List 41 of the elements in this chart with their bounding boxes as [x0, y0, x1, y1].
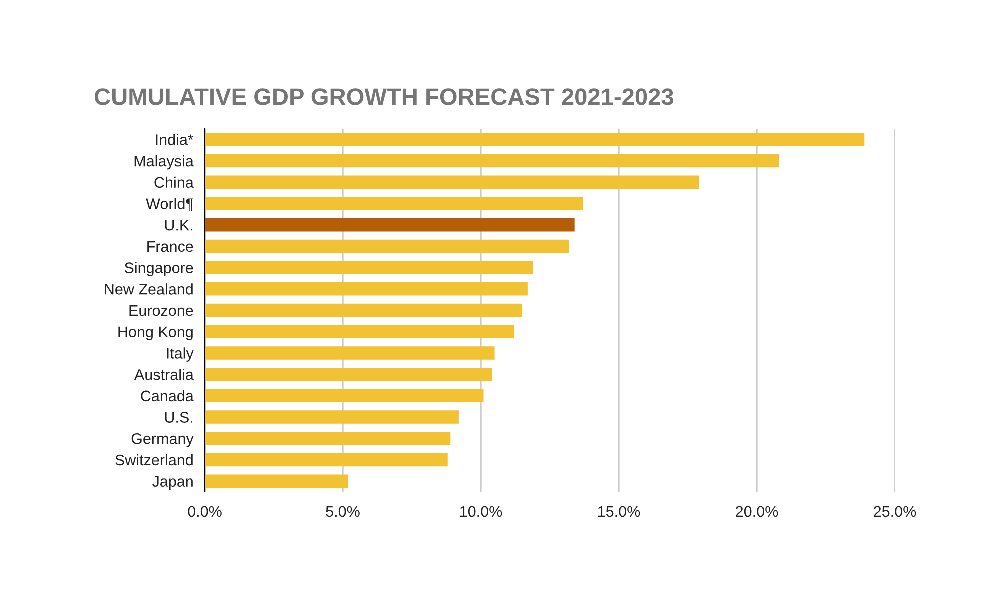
bar: [205, 218, 575, 232]
y-tick-label: Eurozone: [130, 306, 194, 316]
chart-title: CUMULATIVE GDP GROWTH FORECAST 2021-2023: [94, 88, 674, 106]
x-tick-label: 10.0%: [460, 506, 502, 518]
y-tick-label: Germany: [132, 433, 194, 448]
y-tick-label: World¶: [146, 198, 194, 212]
y-tick-label: Australia: [134, 369, 194, 380]
y-tick-label: New Zealand: [105, 284, 193, 295]
bar: [205, 474, 349, 488]
bar: [205, 176, 700, 189]
bar: [205, 282, 528, 296]
y-tick-label: Italy: [167, 348, 194, 362]
y-tick-label: Switzerland: [116, 454, 193, 466]
bar: [205, 368, 492, 382]
y-tick-label: U.K.: [165, 220, 192, 231]
bar: [205, 197, 584, 210]
bar: [205, 304, 522, 318]
bar: [205, 154, 780, 168]
y-tick-label: France: [148, 241, 194, 252]
bar: [205, 389, 484, 403]
bar: [205, 453, 448, 467]
y-tick-label: India*: [156, 134, 194, 146]
bar: [205, 325, 514, 338]
y-tick-label: Singapore: [124, 262, 194, 276]
bar: [205, 261, 534, 274]
bar: [205, 133, 865, 146]
y-tick-label: U.S.: [165, 412, 192, 423]
y-tick-label: Canada: [141, 390, 194, 402]
x-tick-label: 20.0%: [736, 506, 778, 518]
x-tick-label: 15.0%: [598, 506, 640, 518]
x-tick-label: 25.0%: [874, 506, 916, 518]
y-tick-label: Hong Kong: [118, 326, 193, 341]
x-tick-label: 0.0%: [188, 506, 222, 518]
y-tick-label: China: [154, 176, 194, 188]
bar: [205, 432, 451, 446]
x-tick-label: 5.0%: [326, 506, 360, 518]
y-tick-label: Japan: [152, 476, 193, 490]
bar: [205, 240, 570, 254]
bar: [205, 410, 459, 424]
y-tick-label: Malaysia: [134, 155, 194, 170]
bar: [205, 346, 495, 360]
